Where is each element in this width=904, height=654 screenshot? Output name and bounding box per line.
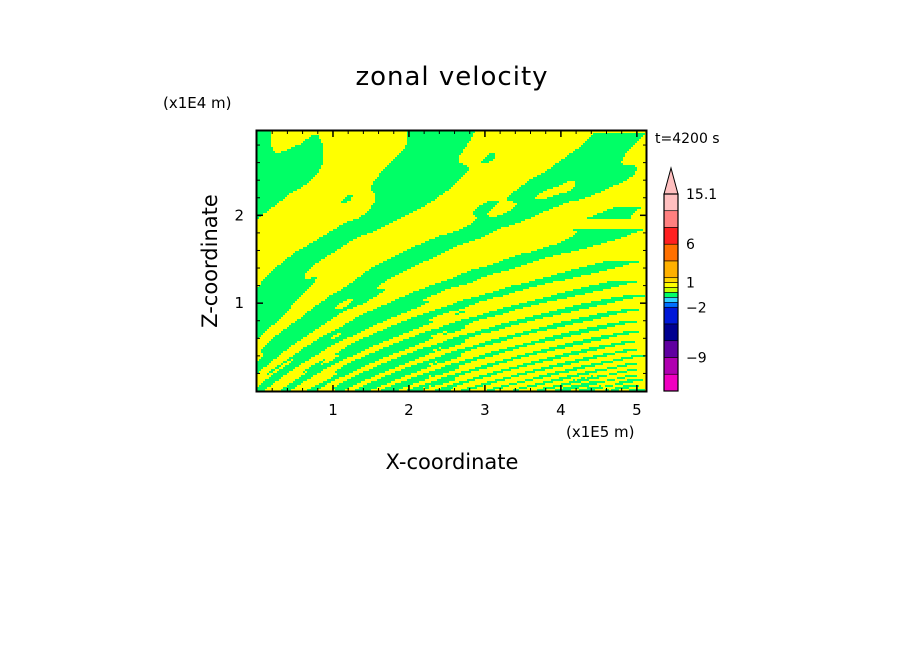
y-axis-ticks: 12 <box>234 144 646 374</box>
colorbar-label: 1 <box>686 276 695 292</box>
y-tick-label: 2 <box>234 206 244 224</box>
x-scale-label: (x1E5 m) <box>566 423 635 441</box>
colorbar-swatch <box>663 193 679 212</box>
x-axis-ticks: 1 2 3 4 5 <box>271 131 642 419</box>
x-tick-label: 1 <box>328 401 338 419</box>
colorbar-swatch <box>663 277 679 283</box>
time-label: t=4200 s <box>655 131 720 147</box>
colorbar-swatch <box>663 243 679 262</box>
colorbar: 15.1 6 1 −2 −9 <box>663 166 717 392</box>
plot-frame <box>255 129 648 393</box>
colorbar-swatch <box>663 340 679 358</box>
x-tick-label: 4 <box>556 401 566 419</box>
colorbar-label: 15.1 <box>686 187 717 203</box>
colorbar-swatch <box>663 227 679 245</box>
velocity-field <box>257 131 646 391</box>
x-tick-label: 2 <box>404 401 414 419</box>
colorbar-label: −9 <box>686 351 707 367</box>
colorbar-frame <box>663 193 679 392</box>
colorbar-label: −2 <box>686 300 707 316</box>
y-scale-label: (x1E4 m) <box>163 94 232 112</box>
chart-title: zonal velocity <box>355 62 548 92</box>
colorbar-swatch <box>663 260 679 279</box>
colorbar-label: 6 <box>686 237 695 253</box>
colorbar-swatch <box>663 323 679 342</box>
colorbar-swatch <box>663 302 679 308</box>
colorbar-swatch <box>663 357 679 375</box>
colorbar-swatch <box>663 282 679 288</box>
colorbar-extend-arrow <box>663 166 679 195</box>
x-tick-label: 3 <box>480 401 490 419</box>
y-tick-label: 1 <box>234 294 244 312</box>
colorbar-swatch <box>663 210 679 228</box>
colorbar-swatch <box>663 292 679 298</box>
x-tick-label: 5 <box>632 401 642 419</box>
y-axis-label: Z-coordinate <box>198 194 222 328</box>
x-axis-label: X-coordinate <box>386 450 519 474</box>
colorbar-swatch <box>663 297 679 303</box>
colorbar-swatch <box>663 306 679 325</box>
colorbar-swatch <box>663 287 679 293</box>
colorbar-swatch <box>663 373 679 392</box>
